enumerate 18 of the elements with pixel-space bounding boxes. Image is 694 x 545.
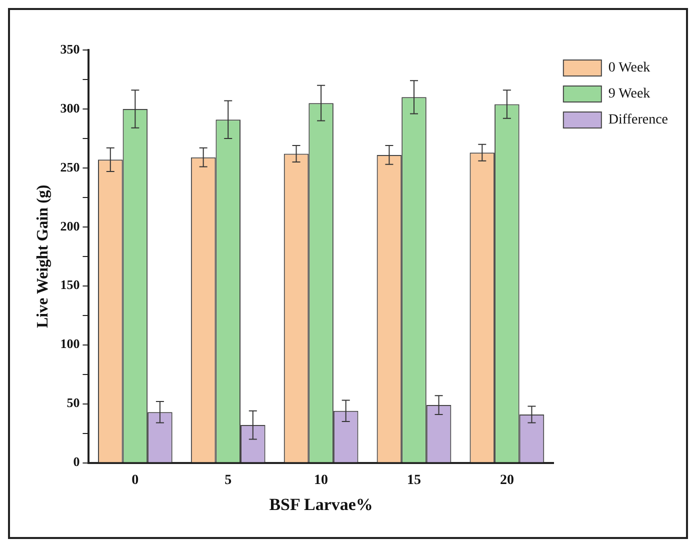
y-tick-label: 200 <box>60 218 80 234</box>
legend-label: Difference <box>608 112 668 128</box>
x-tick-label: 0 <box>132 472 139 488</box>
x-tick-label: 15 <box>407 472 421 488</box>
y-tick-label: 350 <box>60 41 80 56</box>
y-tick-label: 250 <box>60 159 80 174</box>
y-axis-title: Live Weight Gain (g) <box>34 184 52 328</box>
x-tick-label: 20 <box>500 472 514 488</box>
x-axis-title: BSF Larvae% <box>269 495 373 514</box>
y-tick-label: 100 <box>60 336 80 352</box>
legend-label: 9 Week <box>608 86 650 102</box>
y-tick-label: 50 <box>66 395 80 410</box>
x-tick-label: 5 <box>224 472 232 488</box>
y-tick-label: 300 <box>60 100 80 116</box>
x-tick-label: 10 <box>314 472 328 488</box>
legend-label: 0 Week <box>608 60 650 76</box>
y-tick-label: 150 <box>60 277 80 292</box>
y-tick-label: 0 <box>73 454 80 470</box>
